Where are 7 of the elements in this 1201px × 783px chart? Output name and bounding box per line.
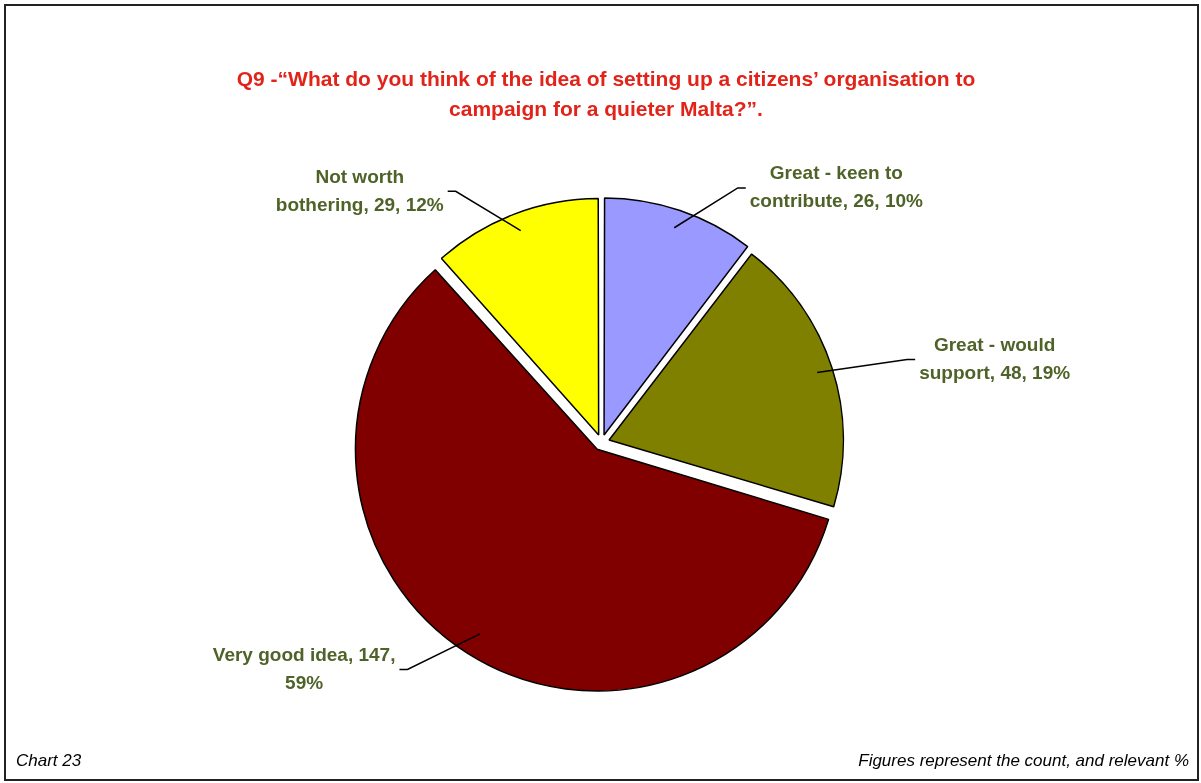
slice-label: Great - would support, 48, 19% [919, 333, 1071, 383]
caption: Chart 23 [16, 751, 82, 771]
chart-title: Q9 -“What do you think of the idea of setting up a citizens’ organisation to campaign for a quieter Malta?”. [235, 66, 977, 122]
slice-label: Very good idea, 147, 59% [212, 643, 396, 693]
slice-label: Not worth bothering, 29, 12% [275, 165, 444, 215]
text: Figures represent the count, and relevant % [858, 751, 1189, 771]
slice-label: Great - keen to contribute, 26, 10% [749, 162, 924, 212]
